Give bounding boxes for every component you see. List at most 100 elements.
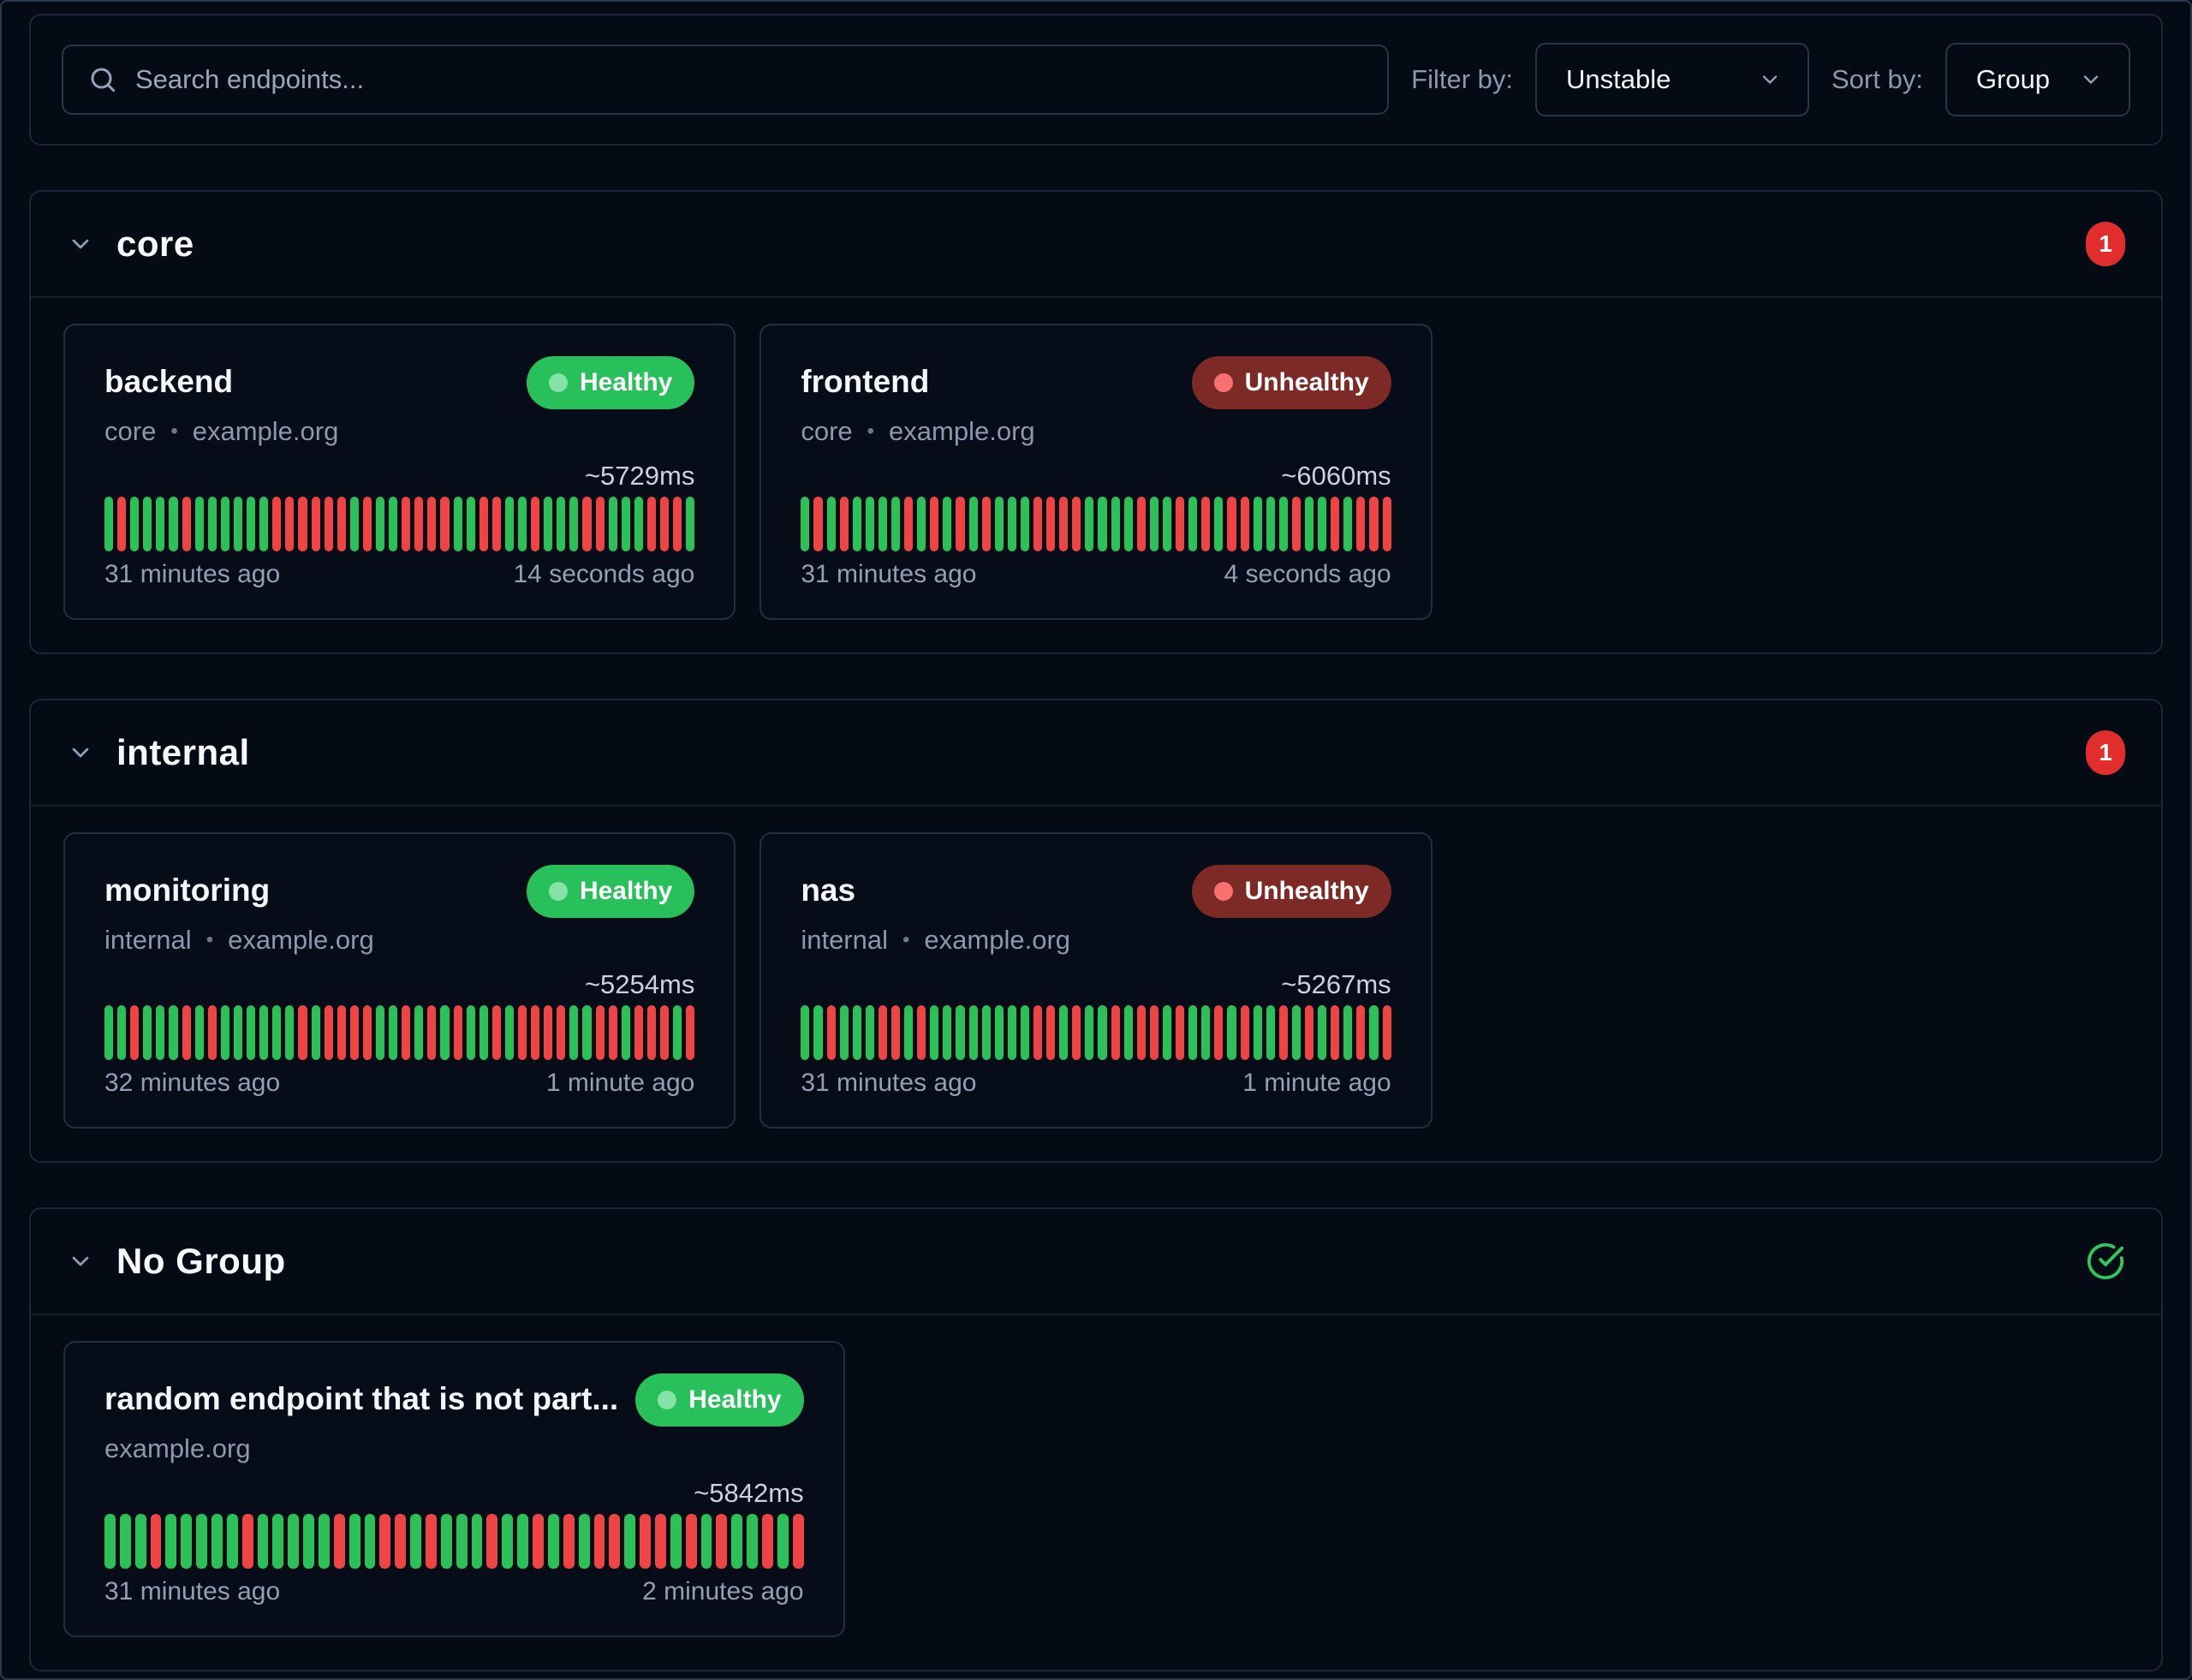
- health-bar[interactable]: [890, 1005, 901, 1060]
- health-bar[interactable]: [646, 1005, 657, 1060]
- health-bar[interactable]: [181, 1514, 193, 1569]
- health-bar[interactable]: [453, 1005, 462, 1060]
- health-bar[interactable]: [402, 497, 411, 551]
- health-bar[interactable]: [1278, 1005, 1288, 1060]
- health-bar[interactable]: [303, 1514, 315, 1569]
- health-bar[interactable]: [839, 1005, 849, 1060]
- health-bar[interactable]: [582, 497, 592, 551]
- health-bar[interactable]: [389, 1005, 398, 1060]
- health-bar[interactable]: [557, 497, 566, 551]
- health-bar[interactable]: [956, 497, 965, 551]
- health-bar[interactable]: [272, 1514, 284, 1569]
- health-bar[interactable]: [917, 1005, 926, 1060]
- health-bar[interactable]: [557, 1005, 566, 1060]
- health-bar[interactable]: [337, 497, 346, 551]
- health-bar[interactable]: [1033, 1005, 1043, 1060]
- health-bar[interactable]: [852, 497, 861, 551]
- health-bar[interactable]: [440, 1005, 450, 1060]
- filter-select[interactable]: Unstable: [1535, 43, 1809, 116]
- endpoint-card[interactable]: frontend Unhealthy core • example.org ~6…: [759, 324, 1433, 620]
- health-bar[interactable]: [621, 1005, 630, 1060]
- health-bar[interactable]: [427, 497, 437, 551]
- health-bar[interactable]: [839, 497, 849, 551]
- health-bar[interactable]: [1318, 1005, 1327, 1060]
- health-bar[interactable]: [130, 497, 140, 551]
- health-bar[interactable]: [402, 1005, 411, 1060]
- health-bar[interactable]: [1343, 497, 1353, 551]
- health-bar[interactable]: [1059, 497, 1069, 551]
- health-bar[interactable]: [410, 1514, 422, 1569]
- health-bar[interactable]: [1266, 1005, 1275, 1060]
- health-bar[interactable]: [1253, 1005, 1262, 1060]
- health-bar[interactable]: [1304, 497, 1314, 551]
- health-bar[interactable]: [1123, 1005, 1133, 1060]
- health-bar[interactable]: [104, 497, 114, 551]
- health-bar[interactable]: [930, 1005, 939, 1060]
- health-bar[interactable]: [1098, 497, 1107, 551]
- health-bar[interactable]: [1046, 497, 1056, 551]
- health-bar[interactable]: [491, 1005, 501, 1060]
- health-bar[interactable]: [440, 1514, 452, 1569]
- health-bar[interactable]: [233, 1005, 243, 1060]
- health-bar[interactable]: [1369, 1005, 1379, 1060]
- health-bar[interactable]: [324, 1005, 333, 1060]
- health-bar[interactable]: [634, 1005, 643, 1060]
- health-bar[interactable]: [456, 1514, 468, 1569]
- health-bar[interactable]: [1278, 497, 1288, 551]
- health-bar[interactable]: [826, 497, 836, 551]
- health-bar[interactable]: [1072, 497, 1081, 551]
- endpoint-card[interactable]: nas Unhealthy internal • example.org ~52…: [759, 832, 1433, 1129]
- endpoint-card[interactable]: backend Healthy core • example.org ~5729…: [63, 324, 736, 620]
- health-bar[interactable]: [1214, 497, 1224, 551]
- health-bar[interactable]: [1240, 1005, 1249, 1060]
- health-bar[interactable]: [1149, 497, 1159, 551]
- health-bar[interactable]: [634, 497, 643, 551]
- health-bar[interactable]: [904, 1005, 914, 1060]
- health-bar[interactable]: [518, 1005, 527, 1060]
- health-bar[interactable]: [700, 1514, 712, 1569]
- health-bar[interactable]: [518, 497, 527, 551]
- health-bar[interactable]: [1149, 1005, 1159, 1060]
- health-bar[interactable]: [285, 497, 295, 551]
- health-bar[interactable]: [504, 1005, 514, 1060]
- health-bar[interactable]: [956, 1005, 965, 1060]
- health-bar[interactable]: [194, 497, 204, 551]
- health-bar[interactable]: [670, 1514, 682, 1569]
- health-bar[interactable]: [119, 1514, 131, 1569]
- health-bar[interactable]: [621, 497, 630, 551]
- health-bar[interactable]: [981, 1005, 991, 1060]
- health-bar[interactable]: [1227, 1005, 1236, 1060]
- health-bar[interactable]: [1098, 1005, 1107, 1060]
- health-bar[interactable]: [517, 1514, 529, 1569]
- health-bar[interactable]: [486, 1514, 498, 1569]
- health-bar[interactable]: [348, 1514, 360, 1569]
- health-bar[interactable]: [640, 1514, 651, 1569]
- health-bar[interactable]: [1176, 497, 1185, 551]
- health-bar[interactable]: [1020, 497, 1030, 551]
- health-bar[interactable]: [337, 1005, 346, 1060]
- health-bar[interactable]: [686, 497, 695, 551]
- health-bar[interactable]: [150, 1514, 162, 1569]
- health-bar[interactable]: [389, 497, 398, 551]
- health-bar[interactable]: [547, 1514, 559, 1569]
- health-bar[interactable]: [533, 1514, 544, 1569]
- health-bar[interactable]: [1085, 497, 1094, 551]
- health-bar[interactable]: [117, 1005, 127, 1060]
- health-bar[interactable]: [324, 497, 333, 551]
- health-bar[interactable]: [182, 1005, 191, 1060]
- health-bar[interactable]: [143, 1005, 152, 1060]
- health-bar[interactable]: [298, 1005, 307, 1060]
- health-bar[interactable]: [1201, 497, 1211, 551]
- health-bar[interactable]: [414, 1005, 424, 1060]
- health-bar[interactable]: [104, 1005, 114, 1060]
- health-bar[interactable]: [1266, 497, 1275, 551]
- health-bar[interactable]: [890, 497, 901, 551]
- health-bar[interactable]: [878, 497, 887, 551]
- health-bar[interactable]: [395, 1514, 407, 1569]
- health-bar[interactable]: [930, 497, 939, 551]
- health-bar[interactable]: [1227, 497, 1236, 551]
- health-bar[interactable]: [1253, 497, 1262, 551]
- health-bar[interactable]: [130, 1005, 140, 1060]
- health-bar[interactable]: [379, 1514, 391, 1569]
- health-bar[interactable]: [578, 1514, 590, 1569]
